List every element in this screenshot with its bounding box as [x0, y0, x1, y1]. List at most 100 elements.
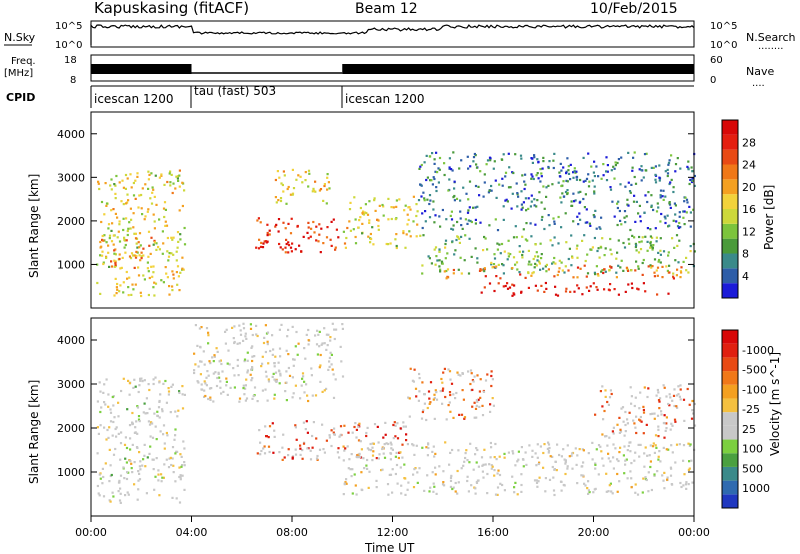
heatmap-cell	[315, 239, 318, 242]
heatmap-cell	[151, 436, 155, 439]
heatmap-cell	[246, 369, 249, 372]
heatmap-cell	[214, 371, 217, 374]
heatmap-cell	[605, 435, 608, 438]
heatmap-cell	[134, 179, 137, 182]
heatmap-cell	[329, 238, 332, 241]
heatmap-cell	[104, 182, 107, 185]
heatmap-cell	[395, 246, 398, 250]
heatmap-cell	[103, 383, 106, 386]
heatmap-cell	[587, 185, 591, 188]
heatmap-cell	[118, 181, 121, 184]
heatmap-cell	[644, 446, 647, 449]
heatmap-cell	[627, 204, 630, 207]
heatmap-cell	[534, 284, 537, 287]
heatmap-cell	[447, 189, 450, 192]
heatmap-cell	[244, 332, 247, 335]
heatmap-cell	[295, 438, 298, 441]
heatmap-cell	[124, 187, 127, 190]
heatmap-cell	[488, 282, 492, 285]
heatmap-cell	[266, 240, 269, 243]
heatmap-cell	[137, 274, 141, 277]
heatmap-cell	[316, 329, 319, 332]
heatmap-cell	[278, 451, 281, 454]
heatmap-cell	[307, 328, 310, 332]
colorbar-tick-label: 1000	[742, 482, 770, 495]
heatmap-cell	[170, 252, 173, 255]
heatmap-cell	[580, 465, 583, 468]
heatmap-cell	[501, 177, 504, 180]
heatmap-cell	[687, 168, 690, 171]
heatmap-cell	[161, 410, 164, 413]
heatmap-cell	[360, 471, 363, 474]
heatmap-cell	[483, 286, 486, 289]
heatmap-cell	[530, 274, 533, 277]
heatmap-cell	[113, 259, 116, 262]
heatmap-cell	[404, 425, 407, 428]
heatmap-cell	[140, 377, 143, 380]
heatmap-cell	[392, 423, 395, 427]
heatmap-cell	[333, 328, 336, 331]
heatmap-cell	[287, 328, 290, 331]
heatmap-cell	[516, 193, 519, 196]
heatmap-cell	[618, 431, 621, 434]
heatmap-cell	[266, 231, 269, 235]
heatmap-cell	[390, 217, 393, 221]
heatmap-cell	[535, 264, 538, 267]
heatmap-cell	[438, 259, 441, 262]
heatmap-cell	[107, 436, 110, 439]
heatmap-cell	[429, 401, 432, 404]
heatmap-cell	[251, 359, 254, 363]
heatmap-cell	[333, 337, 336, 341]
heatmap-cell	[125, 270, 128, 274]
heatmap-cell	[407, 396, 410, 399]
heatmap-cell	[457, 481, 460, 484]
heatmap-cell	[165, 458, 168, 461]
heatmap-cell	[318, 189, 321, 192]
heatmap-cell	[394, 238, 397, 241]
heatmap-cell	[120, 200, 123, 203]
heatmap-cell	[165, 272, 168, 275]
heatmap-cell	[675, 220, 678, 223]
heatmap-cell	[688, 467, 691, 470]
heatmap-cell	[632, 200, 636, 203]
heatmap-cell	[669, 181, 672, 184]
heatmap-cell	[292, 358, 295, 361]
heatmap-cell	[596, 288, 599, 291]
heatmap-cell	[520, 208, 523, 211]
heatmap-cell	[450, 210, 453, 213]
heatmap-cell	[151, 186, 154, 189]
heatmap-cell	[476, 257, 479, 260]
heatmap-cell	[172, 253, 175, 256]
heatmap-cell	[459, 256, 462, 259]
heatmap-cell	[367, 235, 370, 238]
heatmap-cell	[548, 224, 551, 227]
heatmap-cell	[129, 460, 132, 463]
heatmap-cell	[415, 395, 418, 398]
heatmap-cell	[263, 240, 266, 243]
heatmap-cell	[319, 251, 322, 254]
heatmap-cell	[487, 191, 490, 194]
heatmap-cell	[168, 457, 171, 460]
heatmap-cell	[474, 487, 477, 490]
colorbar-swatch	[722, 223, 738, 239]
heatmap-cell	[465, 192, 468, 195]
heatmap-cell	[272, 348, 275, 351]
heatmap-cell	[612, 426, 615, 429]
y-tick-label: 3000	[57, 171, 85, 184]
heatmap-cell	[520, 446, 523, 449]
heatmap-cell	[448, 178, 451, 181]
heatmap-cell	[617, 239, 620, 242]
heatmap-cell	[576, 256, 579, 259]
heatmap-cell	[457, 449, 460, 452]
heatmap-cell	[366, 426, 369, 429]
heatmap-cell	[340, 360, 343, 363]
heatmap-cell	[217, 371, 220, 374]
heatmap-cell	[421, 212, 424, 215]
heatmap-cell	[686, 387, 689, 391]
heatmap-cell	[617, 293, 620, 296]
heatmap-cell	[155, 242, 158, 245]
heatmap-cell	[294, 448, 297, 451]
heatmap-cell	[166, 276, 169, 279]
heatmap-cell	[686, 165, 689, 168]
heatmap-cell	[568, 455, 571, 458]
